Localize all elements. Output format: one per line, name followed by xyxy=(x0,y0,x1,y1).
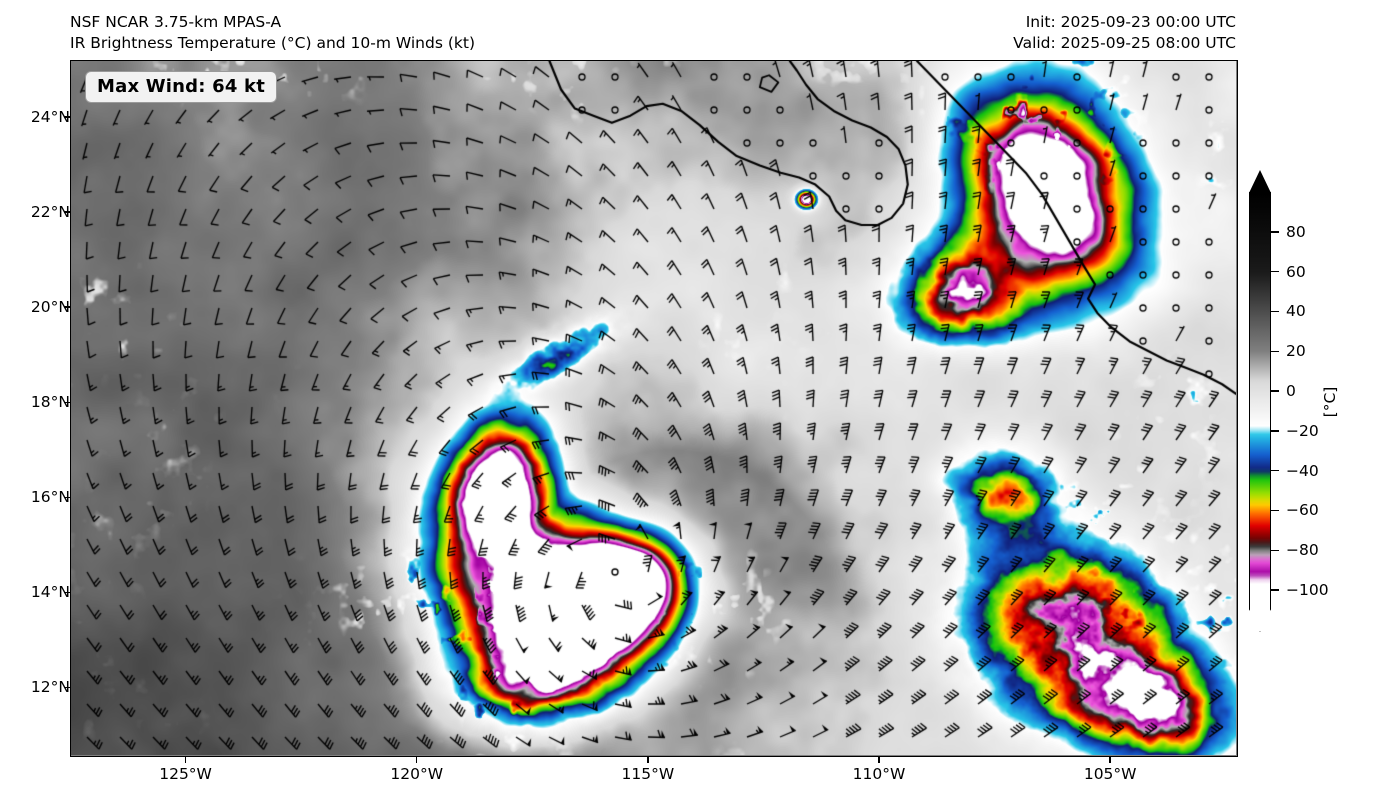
colorbar-tick-label: 80 xyxy=(1286,222,1306,241)
lon-tick-mark xyxy=(878,757,880,763)
lat-tick-label: 24°N xyxy=(30,108,70,127)
colorbar-tick-mark xyxy=(1271,549,1279,551)
lon-tick-label: 115°W xyxy=(621,765,675,783)
colorbar-unit-label: [°C] xyxy=(1321,386,1339,418)
lat-tick-label: 14°N xyxy=(30,583,70,602)
colorbar-tick-label: 60 xyxy=(1286,262,1306,281)
map-plot-area: Max Wind: 64 kt xyxy=(70,60,1238,757)
lon-tick-label: 110°W xyxy=(852,765,906,783)
model-field-line: IR Brightness Temperature (°C) and 10-m … xyxy=(70,34,475,52)
colorbar-tick-label: −40 xyxy=(1286,461,1319,480)
lat-tick-label: 12°N xyxy=(30,678,70,697)
colorbar-tick-label: −100 xyxy=(1286,581,1329,600)
colorbar-tick-mark xyxy=(1271,231,1279,233)
lon-tick-label: 125°W xyxy=(159,765,212,783)
lon-tick-mark xyxy=(1109,757,1111,763)
colorbar-extend-max xyxy=(1249,170,1271,193)
lon-tick-mark xyxy=(416,757,418,763)
lat-tick-mark xyxy=(64,591,70,594)
colorbar-tick-mark xyxy=(1271,589,1279,591)
lat-tick-label: 22°N xyxy=(30,203,70,222)
colorbar-tick-label: −80 xyxy=(1286,541,1319,560)
init-time-label: Init: 2025-09-23 00:00 UTC xyxy=(1025,13,1236,31)
colorbar-tick-mark xyxy=(1271,469,1279,472)
colorbar xyxy=(1249,170,1271,632)
model-header: NSF NCAR 3.75-km MPAS-A IR Brightness Te… xyxy=(70,12,475,54)
colorbar-tick-label: 0 xyxy=(1286,382,1296,401)
max-wind-annotation: Max Wind: 64 kt xyxy=(85,71,278,103)
model-name-line: NSF NCAR 3.75-km MPAS-A xyxy=(70,13,282,31)
colorbar-tick-mark xyxy=(1271,509,1279,512)
colorbar-tick-label: 20 xyxy=(1286,342,1306,361)
lon-tick-label: 105°W xyxy=(1083,765,1137,783)
colorbar-gradient xyxy=(1249,192,1271,610)
colorbar-tick-label: 40 xyxy=(1286,302,1306,321)
colorbar-tick-mark xyxy=(1271,430,1279,432)
lon-tick-mark xyxy=(647,757,649,763)
colorbar-tick-mark xyxy=(1271,350,1279,352)
lat-tick-label: 20°N xyxy=(30,298,70,317)
valid-time-label: Valid: 2025-09-25 08:00 UTC xyxy=(1013,34,1236,52)
colorbar-tick-mark xyxy=(1271,310,1279,313)
lat-tick-mark xyxy=(64,496,70,498)
colorbar-tick-mark xyxy=(1271,390,1279,392)
lat-tick-mark xyxy=(64,686,70,689)
colorbar-tick-label: −60 xyxy=(1286,501,1319,520)
lon-tick-label: 120°W xyxy=(390,765,444,783)
lon-tick-mark xyxy=(184,757,187,763)
colorbar-tick-label: −20 xyxy=(1286,421,1319,440)
colorbar-extend-min xyxy=(1249,609,1271,632)
lat-tick-label: 16°N xyxy=(30,488,70,507)
lat-tick-mark xyxy=(64,401,70,403)
lat-tick-mark xyxy=(64,211,70,213)
lat-tick-mark xyxy=(64,116,70,118)
time-header: Init: 2025-09-23 00:00 UTC Valid: 2025-0… xyxy=(1013,12,1236,54)
ir-brightness-temperature-map xyxy=(71,61,1236,755)
colorbar-tick-mark xyxy=(1271,270,1279,273)
lat-tick-label: 18°N xyxy=(30,393,70,412)
lat-tick-mark xyxy=(64,306,70,308)
